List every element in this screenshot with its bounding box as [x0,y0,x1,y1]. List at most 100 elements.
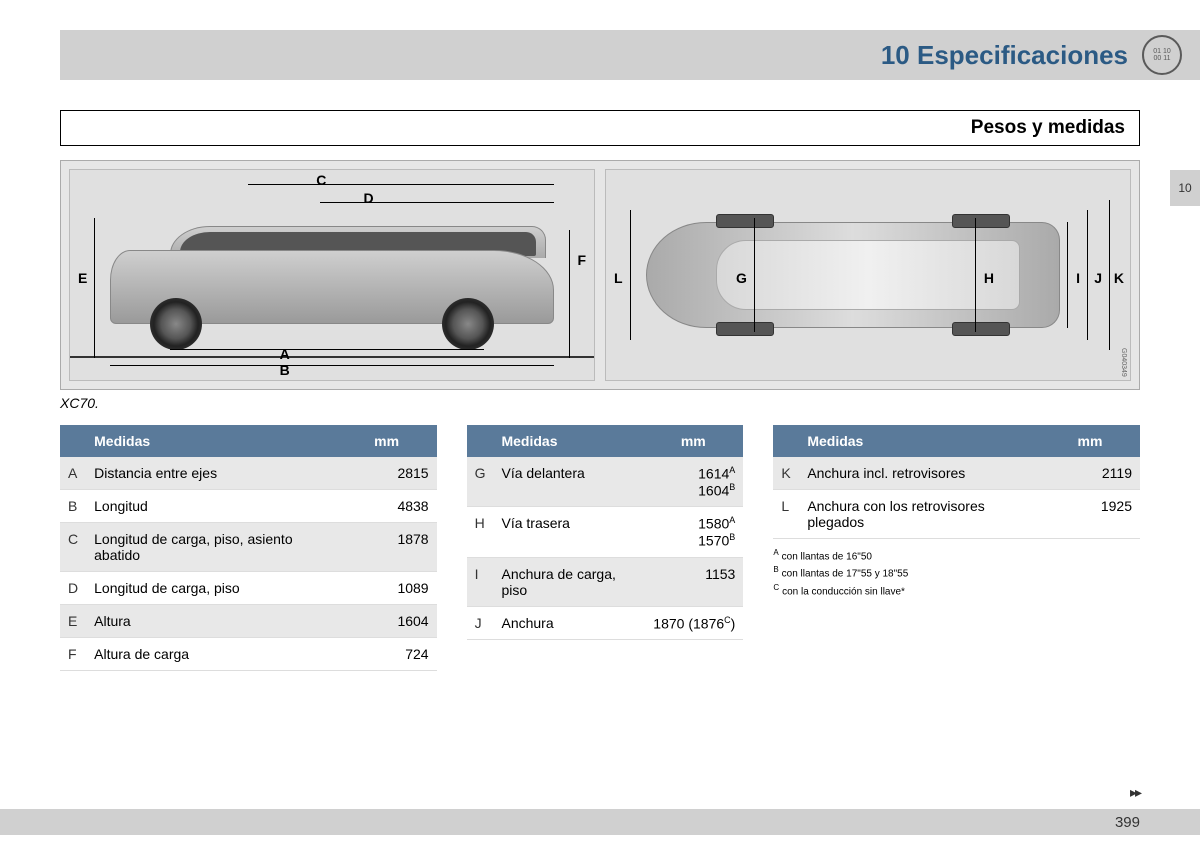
table-row: JAnchura1870 (1876C) [467,606,744,640]
dim-line-k [1109,200,1110,350]
dim-line-g [754,218,755,332]
footnote: Acon llantas de 16"50 [773,547,1140,564]
badge-line-2: 00 11 [1154,55,1171,62]
table-row: IAnchura de carga, piso1153 [467,557,744,606]
side-tab-number: 10 [1178,181,1191,195]
row-letter: B [60,490,86,523]
col-mm: mm [643,425,743,457]
front-wheel-icon [150,298,202,350]
row-value: 2815 [337,457,437,490]
col-blank [467,425,494,457]
table-wrapper-3: Medidas mm KAnchura incl. retrovisores21… [773,425,1140,671]
section-title: Pesos y medidas [971,117,1125,138]
col-blank [60,425,86,457]
spec-tables: Medidas mm ADistancia entre ejes2815BLon… [60,425,1140,671]
tire-rl-icon [952,214,1010,228]
dim-label-h: H [984,270,994,286]
dim-label-k: K [1114,270,1124,286]
table-row: GVía delantera1614A1604B [467,457,744,507]
col-medidas: Medidas [493,425,643,457]
row-value: 724 [337,638,437,671]
car-side-view: E F C D A B [69,169,595,381]
tire-rr-icon [952,322,1010,336]
row-value: 2119 [1040,457,1140,490]
row-letter: E [60,605,86,638]
tire-fl-icon [716,214,774,228]
image-ref-code: G040349 [1120,348,1127,377]
row-value: 1878 [337,523,437,572]
ground-line [70,356,594,358]
dim-label-g: G [736,270,747,286]
row-value: 1925 [1040,490,1140,539]
dim-line-b [110,365,554,366]
table-row: LAnchura con los retrovisores plegados19… [773,490,1140,539]
badge-line-1: 01 10 [1153,48,1171,55]
dim-line-h [975,218,976,332]
row-letter: L [773,490,799,539]
row-label: Longitud de carga, piso [86,572,336,605]
dim-line-l [630,210,631,340]
table-row: KAnchura incl. retrovisores2119 [773,457,1140,490]
table-row: FAltura de carga724 [60,638,437,671]
spec-table-1: Medidas mm ADistancia entre ejes2815BLon… [60,425,437,671]
rear-wheel-icon [442,298,494,350]
row-value: 1614A1604B [643,457,743,507]
table-row: CLongitud de carga, piso, asiento abatid… [60,523,437,572]
diagram-caption: XC70. [60,395,99,411]
dim-line-i [1067,222,1068,328]
col-blank [773,425,799,457]
col-medidas: Medidas [799,425,1040,457]
row-letter: J [467,606,494,640]
col-medidas: Medidas [86,425,336,457]
table-row: HVía trasera1580A1570B [467,507,744,557]
chapter-name: Especificaciones [917,40,1128,70]
row-label: Altura de carga [86,638,336,671]
table-row: EAltura1604 [60,605,437,638]
dim-line-j [1087,210,1088,340]
section-title-bar: Pesos y medidas [60,110,1140,146]
dim-label-c: C [316,172,326,188]
dim-label-l: L [614,270,623,286]
dim-line-d [320,202,554,203]
row-letter: D [60,572,86,605]
dim-line-a [170,349,484,350]
row-label: Anchura con los retrovisores plegados [799,490,1040,539]
row-label: Altura [86,605,336,638]
dim-label-e: E [78,270,87,286]
row-label: Anchura incl. retrovisores [799,457,1040,490]
spec-table-2: Medidas mm GVía delantera1614A1604BHVía … [467,425,744,640]
row-value: 1153 [643,557,743,606]
row-label: Longitud de carga, piso, asiento abatido [86,523,336,572]
continued-indicator-icon: ▸▸ [1130,784,1140,801]
chapter-badge-icon: 01 10 00 11 [1142,35,1182,75]
row-label: Anchura [493,606,643,640]
car-top-view: L G H I J K G040349 [605,169,1131,381]
dim-line-c [248,184,554,185]
dim-label-d: D [363,190,373,206]
row-value: 4838 [337,490,437,523]
chapter-header: 10 Especificaciones 01 10 00 11 [60,30,1200,80]
chapter-title: 10 Especificaciones [881,40,1128,71]
row-label: Anchura de carga, piso [493,557,643,606]
row-letter: H [467,507,494,557]
row-letter: A [60,457,86,490]
row-value: 1604 [337,605,437,638]
row-letter: G [467,457,494,507]
spec-table-3: Medidas mm KAnchura incl. retrovisores21… [773,425,1140,539]
car-top-silhouette [646,210,1060,340]
col-mm: mm [1040,425,1140,457]
table-row: BLongitud4838 [60,490,437,523]
footnotes: Acon llantas de 16"50Bcon llantas de 17"… [773,547,1140,599]
dim-label-f: F [577,252,586,268]
table-row: DLongitud de carga, piso1089 [60,572,437,605]
row-letter: C [60,523,86,572]
row-label: Distancia entre ejes [86,457,336,490]
page-footer: 399 [0,809,1200,835]
dim-label-i: I [1076,270,1080,286]
col-mm: mm [337,425,437,457]
row-letter: I [467,557,494,606]
row-value: 1089 [337,572,437,605]
dim-label-j: J [1094,270,1102,286]
row-letter: F [60,638,86,671]
tire-fr-icon [716,322,774,336]
